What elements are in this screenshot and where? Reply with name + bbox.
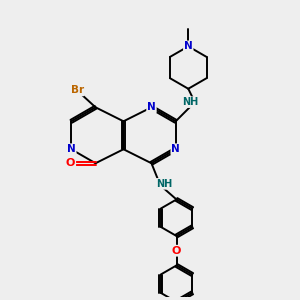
Text: N: N: [184, 41, 193, 51]
Text: Br: Br: [70, 85, 84, 95]
Text: N: N: [147, 102, 156, 112]
Text: N: N: [67, 144, 76, 154]
Text: NH: NH: [157, 179, 173, 189]
Text: O: O: [172, 246, 181, 256]
Text: NH: NH: [182, 97, 199, 107]
Text: O: O: [66, 158, 75, 168]
Text: N: N: [171, 144, 180, 154]
